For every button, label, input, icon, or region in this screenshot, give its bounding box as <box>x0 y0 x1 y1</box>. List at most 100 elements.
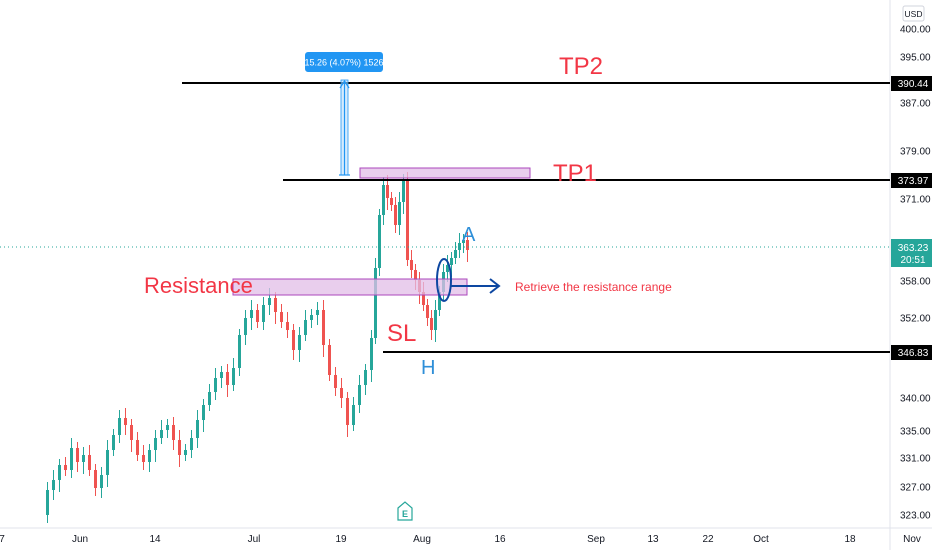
tp1-zone[interactable] <box>359 167 531 179</box>
candle-body <box>414 270 417 280</box>
candle-body <box>438 292 441 310</box>
candle <box>172 417 175 450</box>
earnings-marker[interactable]: E <box>397 501 413 521</box>
candle-body <box>446 265 449 272</box>
candle-body <box>304 320 307 335</box>
candle <box>292 324 295 360</box>
candle-body <box>466 240 469 250</box>
candle <box>58 459 61 492</box>
candle <box>70 438 73 478</box>
y-tick-label: 371.00 <box>900 195 931 206</box>
candle-body <box>106 450 109 475</box>
plot-area[interactable] <box>0 0 890 528</box>
h-label: H <box>421 357 435 379</box>
candle-body <box>250 310 253 318</box>
candle-body <box>70 448 73 470</box>
y-tick-label: 400.00 <box>900 25 931 36</box>
y-tick-label: 335.00 <box>900 427 931 438</box>
candle <box>178 430 181 467</box>
x-tick-label: Aug <box>413 534 431 545</box>
tp2-axis-badge: 390.44 <box>891 76 932 91</box>
candle-body <box>124 418 127 425</box>
price-axis[interactable]: USD <box>902 5 925 22</box>
candle <box>370 330 373 382</box>
candle <box>118 410 121 443</box>
candle-body <box>160 430 163 438</box>
candle-body <box>310 315 313 320</box>
x-tick-label: Sep <box>587 534 605 545</box>
tp1-axis-label: 373.97 <box>898 176 929 187</box>
price-range-measure[interactable]: 15.26 (4.07%) 1526 <box>304 52 384 176</box>
candle-body <box>148 450 151 462</box>
tp2-axis-label: 390.44 <box>898 79 929 90</box>
candle <box>280 304 283 328</box>
candle-body <box>262 305 265 322</box>
sl-axis-badge: 346.83 <box>891 345 932 360</box>
candle-body <box>100 475 103 488</box>
candle <box>46 482 49 523</box>
last-price-axis-badge: 363.23 20:51 <box>891 239 932 267</box>
candle <box>52 470 55 500</box>
retest-ellipse[interactable] <box>436 258 452 302</box>
candle <box>430 310 433 340</box>
last-price-label: 363.23 <box>898 243 929 254</box>
candle-body <box>256 310 259 322</box>
y-tick-label: 379.00 <box>900 147 931 158</box>
candle <box>160 420 163 444</box>
candle <box>112 429 115 456</box>
candle-body <box>450 258 453 265</box>
candle <box>410 250 413 278</box>
a-label: A <box>462 224 476 246</box>
candle <box>124 408 127 435</box>
candle-body <box>378 215 381 268</box>
candle-body <box>426 305 429 318</box>
candle-body <box>202 405 205 420</box>
resistance-zone[interactable] <box>232 278 468 296</box>
candle <box>334 367 337 396</box>
y-tick-label: 331.00 <box>900 454 931 465</box>
y-tick-label: 387.00 <box>900 99 931 110</box>
candle-body <box>298 335 301 350</box>
candle-body <box>88 455 91 470</box>
y-tick-label: 323.00 <box>900 511 931 522</box>
candle <box>154 430 157 462</box>
x-tick-label: 16 <box>494 534 506 545</box>
candle <box>256 304 259 328</box>
candle-body <box>220 372 223 378</box>
candle <box>394 197 397 233</box>
candle <box>208 384 211 411</box>
resistance-label: Resistance <box>144 273 253 298</box>
candle-body <box>346 398 349 425</box>
candle <box>214 368 217 400</box>
x-tick-label: 13 <box>647 534 659 545</box>
candle <box>262 297 265 330</box>
candle-body <box>196 420 199 438</box>
candle-body <box>398 202 401 225</box>
candle <box>458 233 461 258</box>
candle <box>136 432 139 461</box>
candle-body <box>334 375 337 388</box>
candle <box>364 364 367 395</box>
candle <box>398 192 401 235</box>
candle-body <box>454 250 457 258</box>
sl-label: SL <box>387 320 416 347</box>
x-tick-label: Jul <box>248 534 261 545</box>
candle-body <box>154 438 157 450</box>
candle-body <box>280 312 283 322</box>
currency-badge[interactable] <box>902 5 925 22</box>
candle <box>406 172 409 266</box>
candle-body <box>410 260 413 270</box>
y-tick-labels: 400.00 395.00 387.00 379.00 371.00 358.00 352.… <box>900 25 931 522</box>
candle-body <box>406 180 409 260</box>
sl-axis-label: 346.83 <box>898 348 929 359</box>
candle <box>88 445 91 476</box>
tp1-label: TP1 <box>553 160 597 187</box>
candle <box>322 300 325 357</box>
candle <box>244 310 247 345</box>
candle-body <box>352 405 355 425</box>
candle-body <box>458 243 461 250</box>
candle-body <box>274 298 277 312</box>
candle-body <box>190 438 193 450</box>
candle <box>100 467 103 498</box>
